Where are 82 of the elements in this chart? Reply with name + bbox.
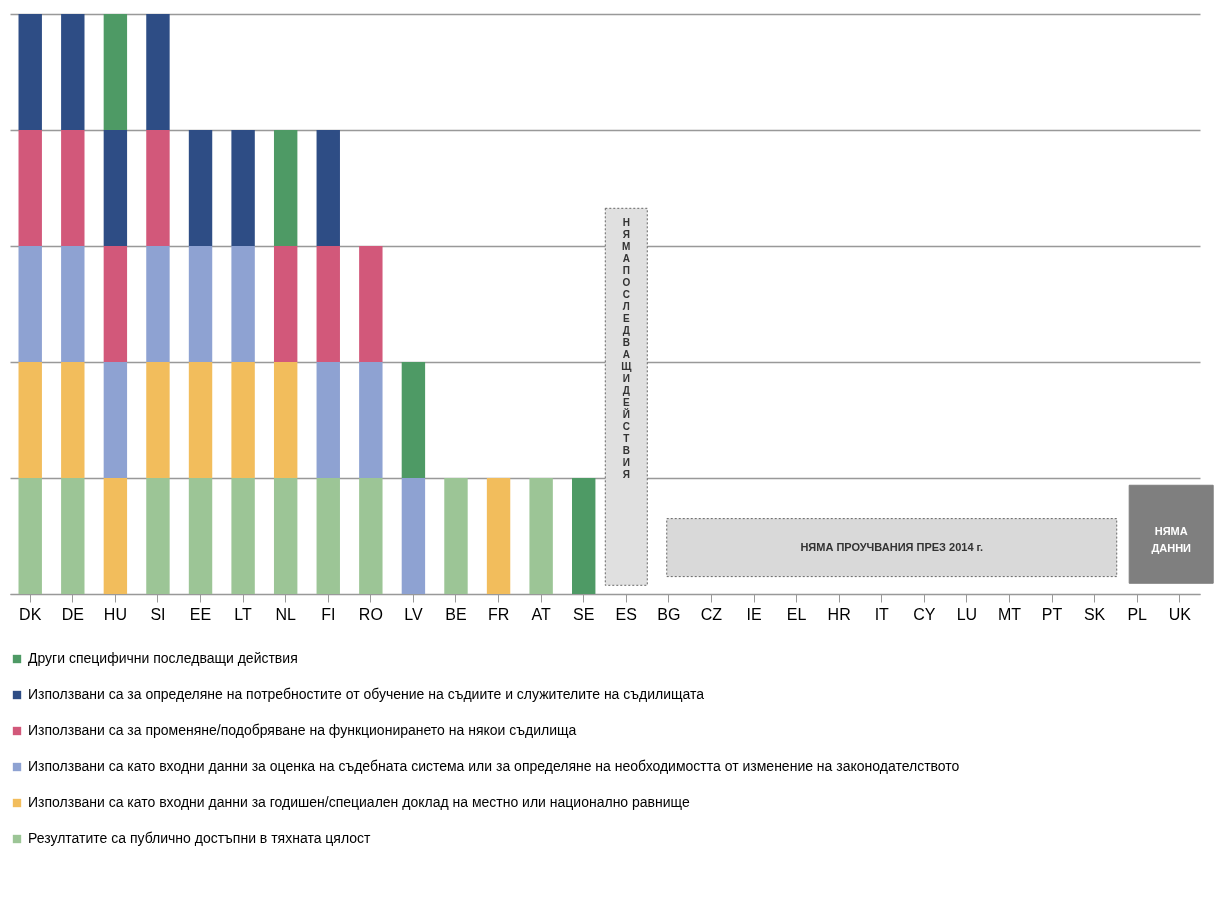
x-tick-label: LT <box>234 605 253 623</box>
annotation: НЯМА ДАННИ <box>1151 525 1192 555</box>
bar <box>61 130 85 246</box>
bar <box>273 478 298 594</box>
x-tick-label: EL <box>786 605 807 623</box>
bar <box>188 130 213 246</box>
bar <box>61 246 85 362</box>
legend-label: Използвани са като входни данни за годишен/специален доклад на местно или национално равнище <box>28 794 690 810</box>
bar <box>61 362 85 478</box>
bar <box>188 478 213 594</box>
x-tick-label: NL <box>275 605 297 623</box>
x-tick-label: EE <box>189 605 212 623</box>
legend-label: Използвани са за определяне на потребностите от обучение на съдиите и служителите на съдилищата <box>28 686 705 702</box>
x-tick-label: FR <box>487 605 510 623</box>
bar <box>231 130 255 246</box>
annotation: НЯМА ПРОУЧВАНИЯ ПРЕЗ 2014 г. <box>800 540 984 553</box>
bar <box>529 478 553 594</box>
legend-label: Други специфични последващи действия <box>28 650 298 666</box>
bar <box>273 130 298 246</box>
bar <box>316 246 340 362</box>
bar <box>18 130 42 246</box>
bar <box>486 478 511 594</box>
bar <box>359 246 383 362</box>
bar <box>103 14 128 130</box>
bar <box>18 362 42 478</box>
bar <box>18 246 42 362</box>
bar <box>146 246 170 362</box>
bar <box>103 478 128 594</box>
bar <box>188 362 213 478</box>
x-tick-label: HU <box>103 605 127 623</box>
bar <box>103 246 128 362</box>
bar <box>231 362 255 478</box>
legend-label: Използвани са за променяне/подобряване на функционирането на някои съдилища <box>28 722 577 738</box>
x-tick-label: SK <box>1083 605 1106 623</box>
x-tick-label: LV <box>404 605 423 623</box>
x-tick-label: RO <box>358 605 383 623</box>
bar <box>231 478 255 594</box>
bar <box>146 130 170 246</box>
x-tick-label: FI <box>321 605 336 623</box>
bar <box>188 246 213 362</box>
x-tick-label: AT <box>531 605 551 623</box>
legend-label: Резултатите са публично достъпни в тяхната цялост <box>28 830 372 846</box>
bar <box>316 130 340 246</box>
bar <box>401 362 426 478</box>
bar <box>231 246 255 362</box>
bar <box>572 478 596 594</box>
x-tick-label: IT <box>874 605 890 623</box>
x-tick-label: UK <box>1168 605 1192 623</box>
x-tick-label: ES <box>615 605 637 623</box>
x-tick-label: MT <box>997 605 1022 623</box>
legend-label: Използвани са като входни данни за оценка на съдебната система или за определяне на необходимостта от изменение на законодателството <box>28 758 960 774</box>
x-tick-label: DE <box>61 605 84 623</box>
x-tick-label: CZ <box>700 605 723 623</box>
bar <box>146 478 170 594</box>
bar <box>146 14 170 130</box>
bar <box>103 130 128 246</box>
x-tick-label: LU <box>956 605 978 623</box>
bar <box>146 362 170 478</box>
x-tick-label: SE <box>573 605 595 623</box>
bar <box>61 478 85 594</box>
text: НЯМА ПОСЛЕДВАЩИ ДЕЙСТВИЯ <box>621 217 632 481</box>
x-tick-label: SI <box>150 605 166 623</box>
bar <box>359 362 383 478</box>
bar <box>444 478 468 594</box>
x-tick-label: CY <box>913 605 936 623</box>
x-tick-label: IE <box>746 605 762 623</box>
bar <box>273 246 298 362</box>
bar <box>18 14 42 130</box>
x-tick-label: HR <box>827 605 851 623</box>
bar <box>316 478 340 594</box>
bar <box>316 362 340 478</box>
bar <box>273 362 298 478</box>
bar <box>401 478 426 594</box>
x-tick-label: BG <box>657 605 681 623</box>
x-tick-label: PT <box>1041 605 1063 623</box>
bar <box>359 478 383 594</box>
bar <box>103 362 128 478</box>
x-tick-label: DK <box>19 605 42 623</box>
x-tick-label: PL <box>1127 605 1148 623</box>
x-tick-label: BE <box>445 605 467 623</box>
bar <box>61 14 85 130</box>
bar <box>18 478 42 594</box>
